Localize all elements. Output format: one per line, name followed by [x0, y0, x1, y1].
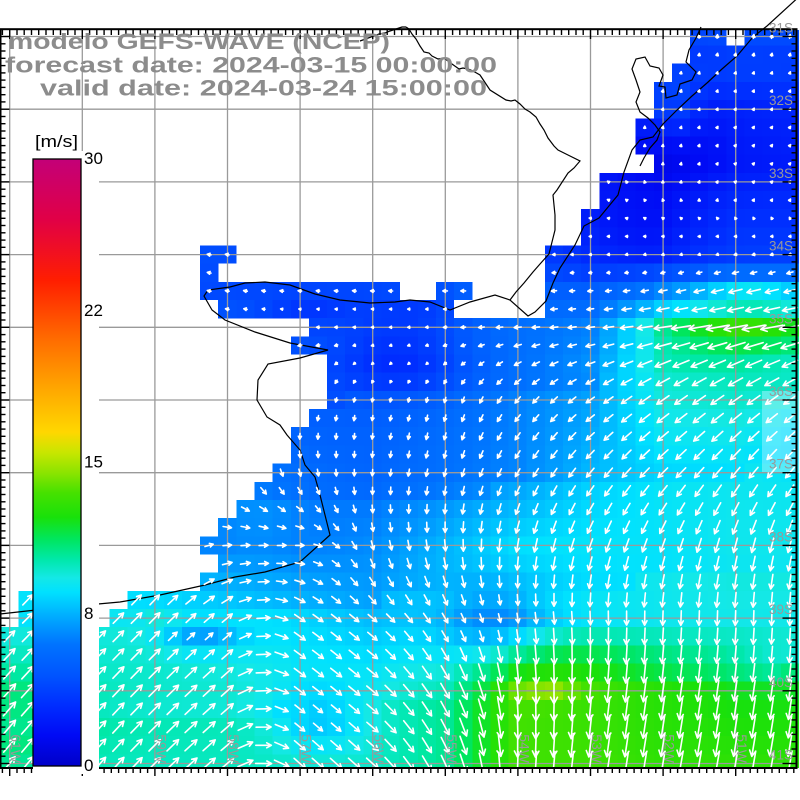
svg-text:41S: 41S [769, 748, 793, 763]
svg-text:38S: 38S [769, 529, 793, 544]
svg-text:55W: 55W [444, 734, 460, 764]
svg-text:37S: 37S [769, 457, 793, 472]
svg-text:54W: 54W [516, 734, 532, 764]
svg-text:36S: 36S [769, 384, 793, 399]
svg-text:30: 30 [84, 149, 103, 168]
svg-text:35S: 35S [769, 311, 793, 326]
svg-text:modelo GEFS-WAVE (NCEP): modelo GEFS-WAVE (NCEP) [8, 29, 390, 54]
svg-text:59W: 59W [153, 734, 169, 764]
svg-text:0: 0 [84, 756, 93, 775]
svg-text:52W: 52W [662, 734, 678, 764]
svg-text:61W: 61W [8, 734, 24, 764]
svg-text:32S: 32S [769, 93, 793, 108]
svg-text:56W: 56W [371, 734, 387, 764]
svg-text:40S: 40S [769, 675, 793, 690]
svg-text:31S: 31S [769, 21, 793, 36]
svg-text:58W: 58W [226, 734, 242, 764]
svg-text:57W: 57W [299, 734, 315, 764]
svg-text:39S: 39S [769, 602, 793, 617]
svg-text:[m/s]: [m/s] [35, 132, 78, 151]
svg-text:53W: 53W [589, 734, 605, 764]
svg-text:22: 22 [84, 301, 103, 320]
svg-text:15: 15 [84, 453, 103, 472]
svg-text:valid date: 2024-03-24 15:00:0: valid date: 2024-03-24 15:00:00 [40, 76, 487, 101]
svg-text:33S: 33S [769, 166, 793, 181]
svg-text:forecast date: 2024-03-15 00:0: forecast date: 2024-03-15 00:00:00 [5, 53, 497, 78]
svg-text:34S: 34S [769, 239, 793, 254]
svg-text:8: 8 [84, 604, 93, 623]
svg-text:51W: 51W [734, 734, 750, 764]
